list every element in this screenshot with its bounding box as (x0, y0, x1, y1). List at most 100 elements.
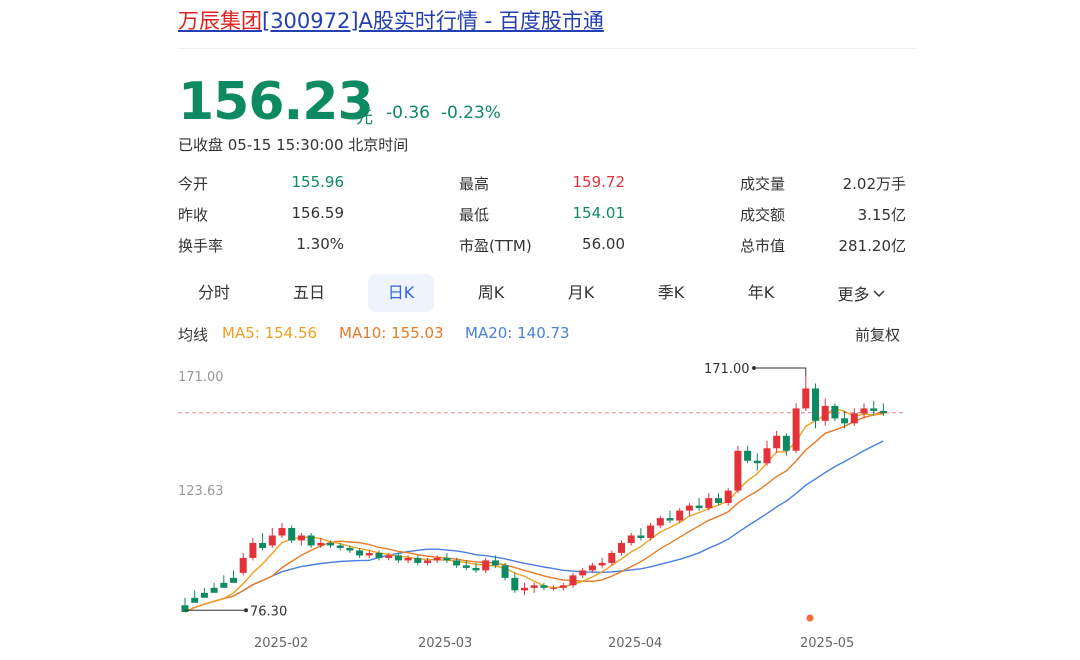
x-tick-label: 2025-02 (254, 636, 308, 651)
page-title-link[interactable]: 万辰集团[300972]A股实时行情 - 百度股市通 (178, 6, 604, 36)
candle-body (647, 525, 655, 538)
candle-body (278, 528, 286, 536)
candle-body (336, 545, 344, 548)
candle-body (753, 460, 761, 464)
candle-body (365, 552, 373, 556)
candle-body (695, 505, 703, 509)
amount-label: 成交额 (740, 206, 786, 224)
amount-value: 3.15亿 (857, 206, 906, 224)
candle-body (540, 585, 548, 588)
pe-label: 市盈(TTM) (459, 237, 532, 255)
candle-body (424, 560, 431, 563)
candle-body (715, 498, 722, 504)
adjust-mode-button[interactable]: 前复权 (855, 326, 901, 344)
candle-body (841, 418, 849, 424)
candle-body (249, 542, 257, 558)
candle-body (627, 535, 635, 543)
candle-body (870, 408, 878, 411)
turnover-value: 1.30% (296, 235, 344, 253)
candle-body (259, 542, 267, 548)
min-annotation-dot (244, 608, 248, 613)
candle-body (879, 410, 887, 414)
candle-body (831, 405, 839, 419)
candle-body (472, 567, 480, 571)
kline-chart[interactable]: 171.00 123.63 171.00 76.30 2025-02 2025-03 202… (0, 350, 1080, 660)
candle-body (443, 557, 451, 561)
candle-body (685, 505, 693, 511)
market-cap-value: 281.20亿 (838, 237, 907, 255)
x-tick-label: 2025-04 (608, 636, 662, 651)
candle-body (317, 542, 325, 546)
candle-body (239, 557, 247, 573)
ma20-line (184, 440, 884, 613)
y-tick-label: 171.00 (178, 370, 224, 385)
turnover-label: 换手率 (178, 237, 224, 255)
candle-body (666, 518, 674, 521)
tab-more[interactable]: 更多 (828, 274, 894, 312)
high-label: 最高 (459, 175, 490, 193)
candle-body (559, 585, 567, 588)
tab-yearly-k[interactable]: 年K (747, 283, 775, 302)
candle-body (404, 557, 412, 561)
candle-body (346, 547, 354, 551)
candle-body (307, 535, 315, 546)
title-stock-name[interactable]: 万辰集团 (178, 9, 262, 33)
candle-body (191, 597, 199, 603)
chevron-down-icon (872, 274, 885, 312)
chart-period-tabs: 分时 五日 日K 周K 月K 季K 年K 更多 (178, 274, 916, 312)
candle-body (773, 435, 781, 449)
candle-body (385, 555, 393, 558)
candle-body (210, 587, 218, 593)
candle-body (433, 557, 441, 561)
candle-body (288, 528, 296, 541)
candle-body (394, 555, 402, 561)
tab-intraday[interactable]: 分时 (197, 283, 230, 302)
candle-body (550, 587, 558, 589)
candle-body (821, 405, 829, 421)
max-annotation-dot (752, 366, 756, 370)
candle-body (200, 592, 208, 598)
candle-body (608, 552, 616, 563)
high-value: 159.72 (572, 173, 626, 191)
ma10-legend: MA10: 155.03 (339, 324, 444, 342)
candle-body (356, 550, 364, 556)
tab-weekly-k[interactable]: 周K (477, 283, 505, 302)
candle-body (802, 388, 810, 409)
ma20-legend: MA20: 140.73 (465, 324, 570, 342)
volume-label: 成交量 (740, 175, 786, 193)
candle-body (521, 587, 528, 591)
candle-body (734, 450, 742, 491)
price-change: -0.36 -0.23% (386, 103, 501, 123)
more-label: 更多 (837, 285, 870, 304)
title-rest[interactable]: [300972]A股实时行情 - 百度股市通 (262, 9, 604, 33)
tab-daily-k[interactable]: 日K (368, 274, 434, 312)
x-tick-label: 2025-05 (800, 636, 854, 651)
candle-body (782, 435, 790, 451)
tab-monthly-k[interactable]: 月K (567, 283, 595, 302)
y-tick-label: 123.63 (178, 484, 224, 499)
candle-body (744, 450, 752, 461)
candle-body (511, 577, 519, 591)
candle-body (375, 552, 383, 558)
ma-label: 均线 (178, 326, 209, 344)
open-label: 今开 (178, 175, 209, 193)
candle-body (230, 577, 237, 583)
prev-close-value: 156.59 (291, 204, 345, 222)
candle-body (181, 605, 189, 612)
low-value: 154.01 (572, 204, 626, 222)
candle-body (724, 490, 732, 504)
candle-body (501, 565, 509, 578)
candle-body (860, 408, 868, 414)
change-value: -0.36 (386, 103, 430, 123)
tab-five-day[interactable]: 五日 (292, 283, 325, 302)
candle-body (618, 542, 625, 553)
max-annotation-label: 171.00 (704, 362, 750, 377)
candle-body (705, 498, 713, 509)
event-marker-dot (806, 614, 814, 622)
candle-body (414, 557, 422, 563)
tab-quarterly-k[interactable]: 季K (657, 283, 685, 302)
candle-body (453, 560, 461, 566)
low-label: 最低 (459, 206, 490, 224)
pe-value: 56.00 (582, 235, 625, 253)
candle-body (327, 542, 334, 546)
